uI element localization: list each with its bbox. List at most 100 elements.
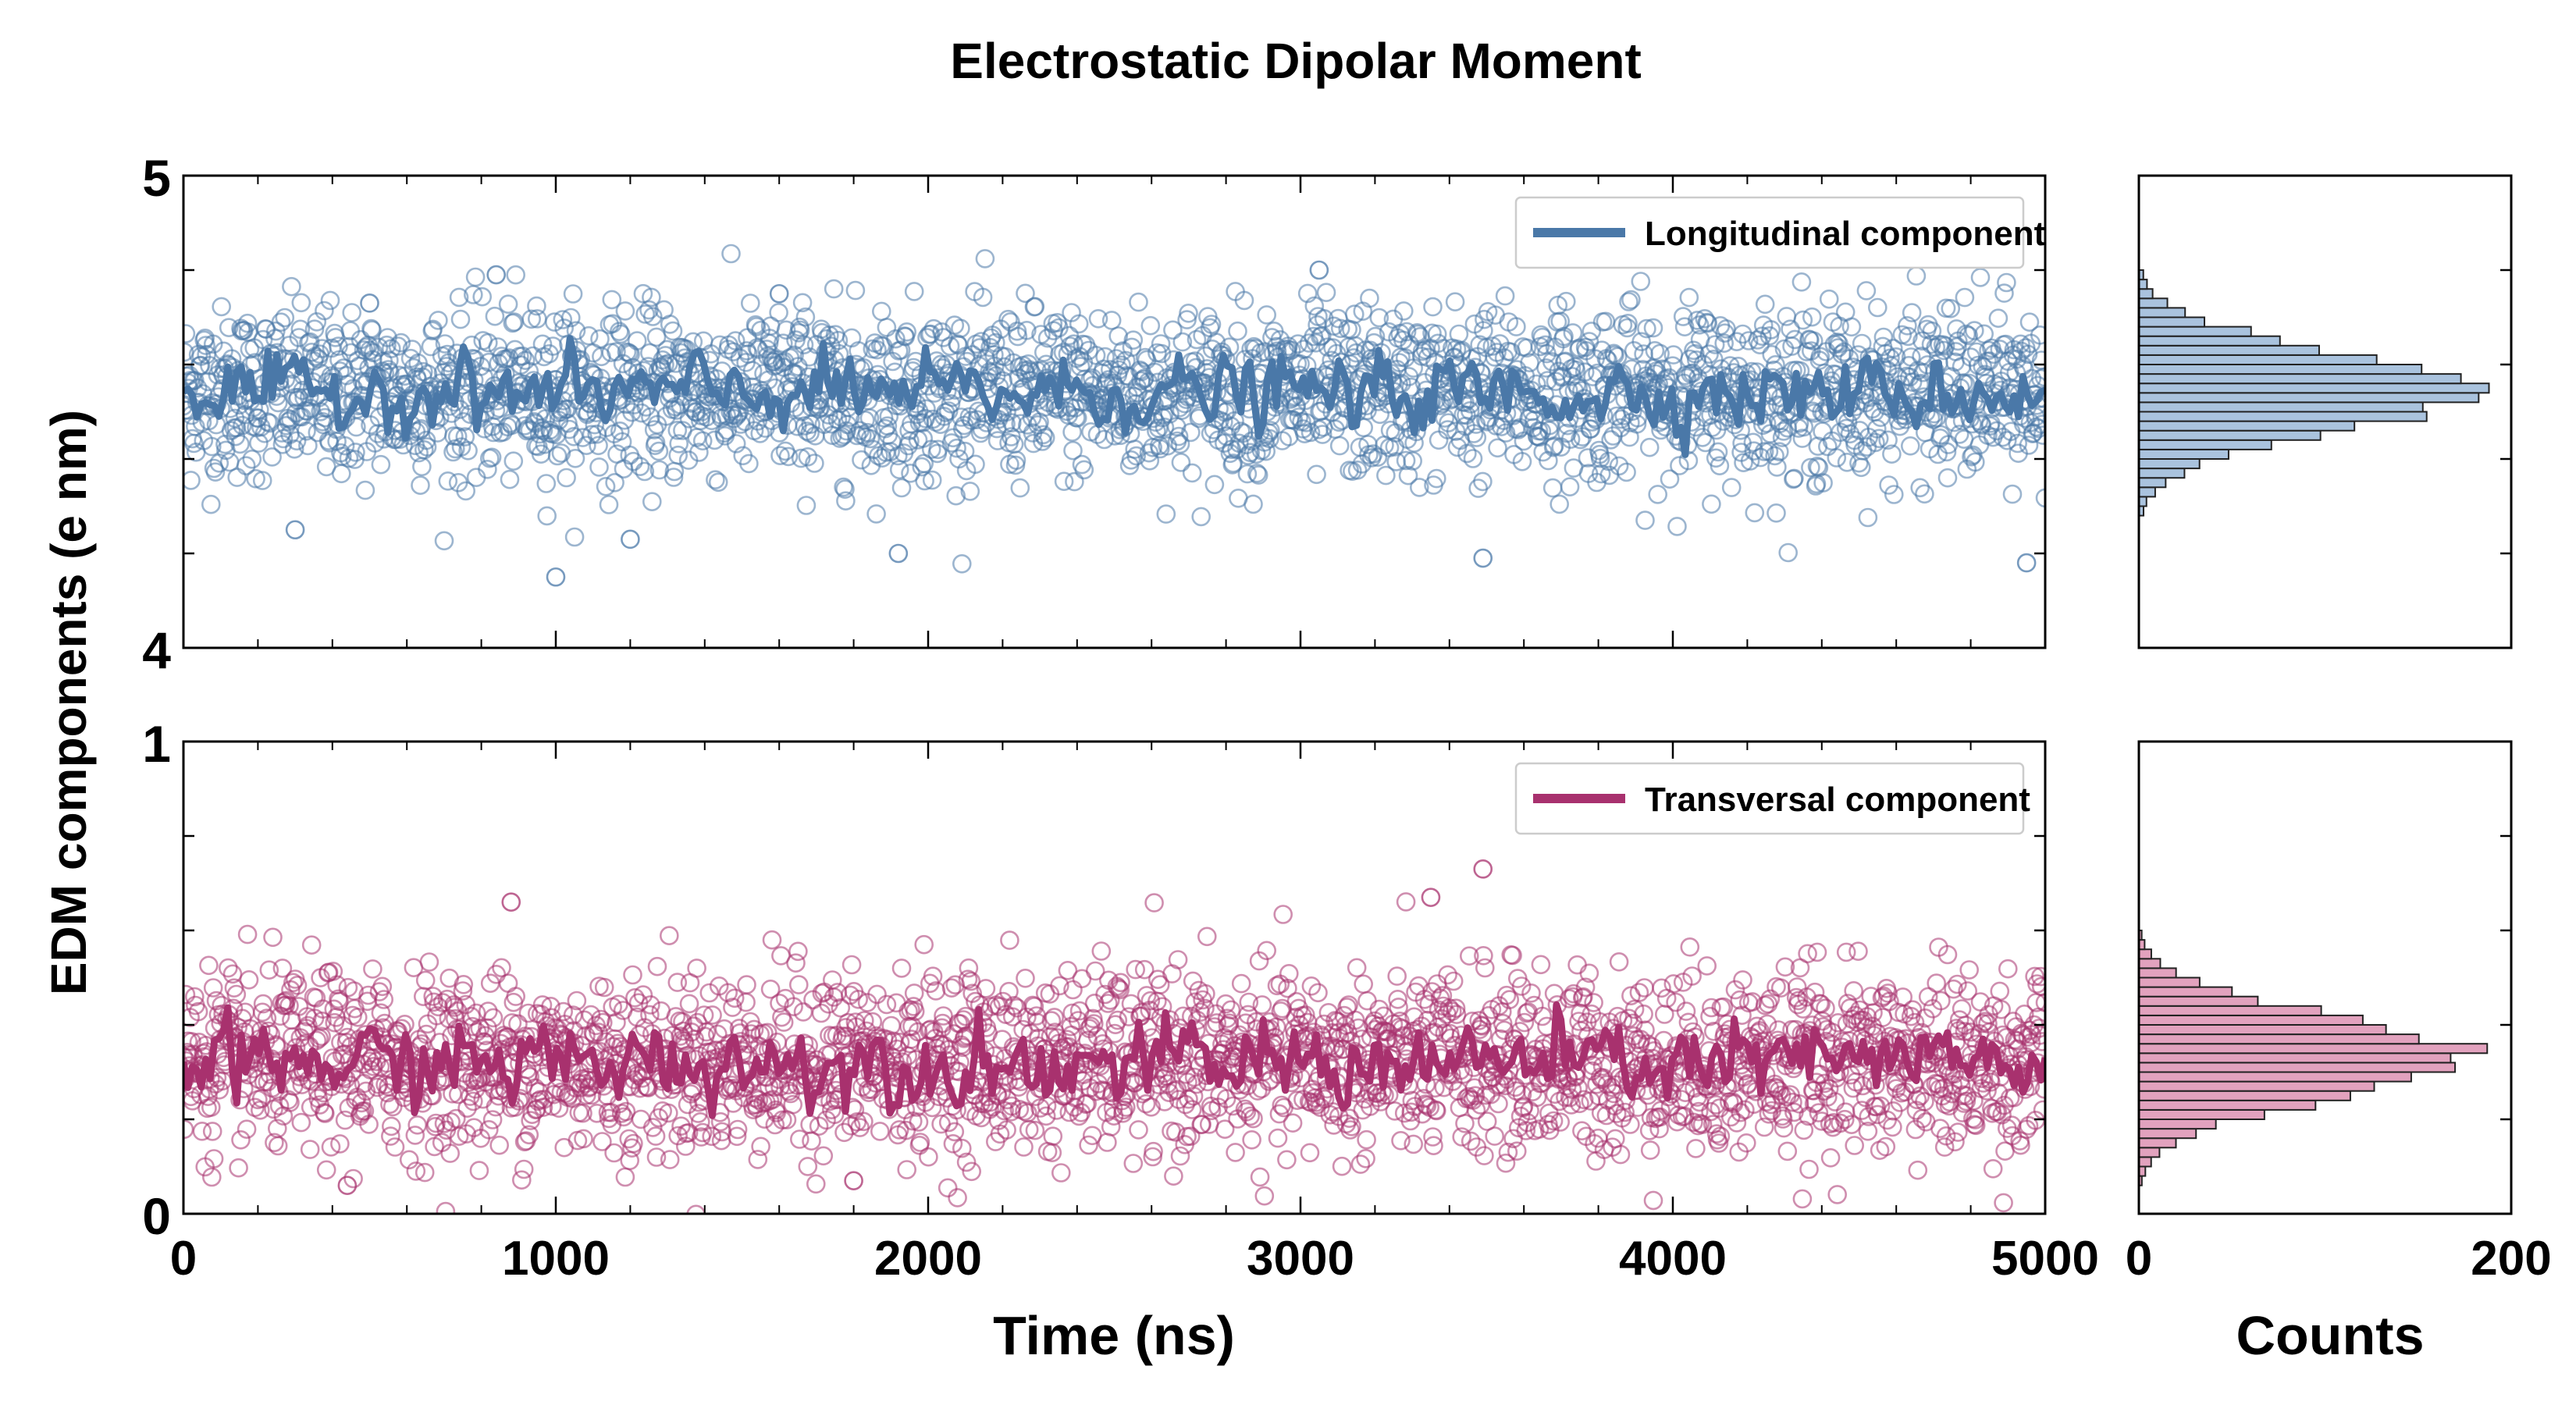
data-point <box>1002 413 1022 432</box>
data-point <box>1517 338 1537 358</box>
data-point <box>1909 375 1929 395</box>
data-point <box>1006 450 1026 471</box>
data-point <box>521 309 542 329</box>
data-point <box>1952 999 1972 1019</box>
data-point <box>427 1006 447 1026</box>
data-point <box>276 415 297 436</box>
data-point <box>434 531 454 551</box>
data-point <box>1357 991 1377 1011</box>
data-point <box>619 1129 639 1149</box>
data-point <box>1627 414 1647 434</box>
data-point <box>961 971 981 991</box>
data-point <box>986 333 1005 353</box>
data-point <box>212 297 232 317</box>
data-point <box>723 1094 743 1113</box>
data-point <box>746 317 767 336</box>
data-point <box>372 976 393 997</box>
data-point <box>774 1012 794 1032</box>
data-point <box>1240 1106 1260 1126</box>
data-point <box>1572 1121 1592 1140</box>
data-point <box>834 477 853 497</box>
data-point <box>627 331 647 350</box>
data-point <box>557 468 576 488</box>
data-point <box>1019 360 1039 379</box>
data-point <box>1679 287 1699 308</box>
data-point <box>1307 464 1326 485</box>
data-point <box>1043 1126 1063 1146</box>
data-point <box>1254 1186 1275 1206</box>
data-point <box>432 993 453 1012</box>
data-point <box>945 1122 965 1142</box>
data-point <box>1182 463 1202 483</box>
data-point <box>1058 344 1078 364</box>
data-point <box>1512 451 1532 471</box>
data-point <box>938 1178 958 1198</box>
data-point <box>1107 976 1127 996</box>
data-point <box>793 1002 813 1022</box>
data-point <box>607 342 626 361</box>
x-axis-label-counts: Counts <box>2236 1305 2424 1366</box>
data-point <box>1866 432 1885 453</box>
data-point <box>751 1136 770 1157</box>
data-point <box>723 998 742 1017</box>
data-point <box>1044 1008 1064 1027</box>
data-point <box>898 1001 918 1021</box>
data-point <box>1994 283 2014 303</box>
data-point <box>1330 318 1350 339</box>
data-point <box>1652 978 1671 998</box>
data-point <box>1197 359 1217 379</box>
data-point <box>1252 995 1272 1015</box>
data-point <box>1702 494 1721 514</box>
data-point <box>1767 503 1786 523</box>
data-point <box>1590 448 1610 468</box>
data-point <box>1401 377 1421 397</box>
data-point <box>233 415 252 436</box>
data-point <box>915 471 934 491</box>
data-point <box>1609 952 1629 972</box>
data-point <box>321 1137 341 1157</box>
data-point <box>1070 357 1091 376</box>
data-point <box>415 970 436 991</box>
data-point <box>429 311 448 330</box>
data-point <box>469 1161 489 1180</box>
data-point <box>1686 1139 1706 1158</box>
data-point <box>279 996 299 1016</box>
data-point <box>455 427 475 446</box>
data-point <box>268 1136 288 1156</box>
data-point <box>2032 414 2045 434</box>
data-point <box>692 431 713 451</box>
data-point <box>585 414 605 435</box>
data-point <box>1898 326 1918 347</box>
data-point <box>297 401 317 422</box>
data-point <box>1582 322 1602 341</box>
data-point <box>183 984 196 1005</box>
data-point <box>343 1168 363 1189</box>
data-point <box>504 312 525 332</box>
data-point <box>946 486 966 506</box>
data-point <box>1036 1106 1056 1126</box>
data-point <box>845 280 866 301</box>
data-point <box>466 468 486 488</box>
data-point <box>1915 484 1934 504</box>
scatter-points <box>183 859 2045 1214</box>
data-point <box>1365 326 1386 347</box>
data-point <box>1643 318 1663 338</box>
data-point <box>286 431 307 451</box>
data-point <box>632 403 652 423</box>
data-point <box>1136 1094 1156 1114</box>
data-point <box>2019 436 2039 455</box>
data-point <box>667 420 688 440</box>
data-point <box>589 436 608 456</box>
data-point <box>306 988 326 1008</box>
data-point <box>500 413 521 433</box>
data-point <box>1882 444 1902 464</box>
data-point <box>690 1112 710 1132</box>
data-point <box>265 1133 284 1153</box>
data-point <box>1386 423 1406 443</box>
data-point <box>678 1122 699 1143</box>
data-point <box>275 308 295 328</box>
data-point <box>1204 475 1225 495</box>
data-point <box>1848 941 1868 961</box>
data-point <box>1708 442 1728 462</box>
outlier-point <box>546 567 566 587</box>
